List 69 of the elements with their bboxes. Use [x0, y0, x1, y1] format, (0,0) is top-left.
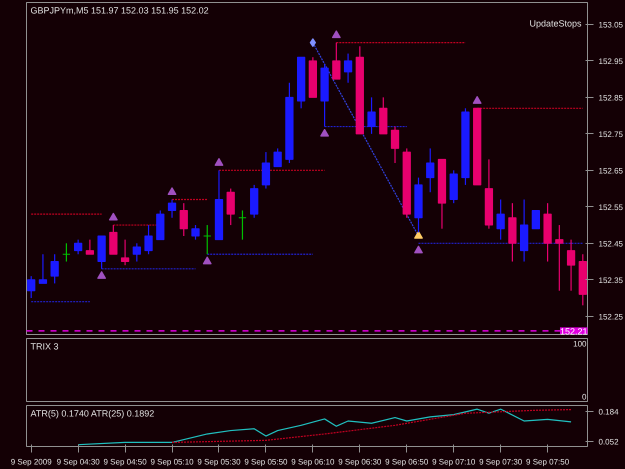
x-tick-label: 9 Sep 06:30	[338, 458, 382, 466]
x-tick-label: 9 Sep 07:10	[432, 458, 476, 466]
point	[332, 30, 341, 38]
chart-title: ATR(5) 0.1740 ATR(25) 0.1892	[30, 408, 154, 418]
point	[108, 212, 118, 221]
text: 0	[582, 392, 588, 402]
x-tick-label: 9 Sep 04:30	[56, 458, 100, 466]
candlestick	[496, 198, 505, 240]
point	[97, 271, 106, 279]
candlestick	[332, 42, 340, 80]
candlestick	[168, 198, 176, 218]
point	[414, 245, 423, 254]
candlestick	[203, 224, 212, 255]
line-series	[171, 409, 572, 443]
x-tick-label: 9 Sep 04:50	[104, 458, 148, 466]
y-tick-label: 152.25	[598, 312, 624, 322]
candlestick	[109, 224, 118, 255]
x-tick-label: 9 Sep 06:10	[291, 458, 335, 466]
point	[472, 96, 482, 104]
point	[168, 187, 177, 196]
candlestick	[86, 239, 94, 255]
candlestick	[274, 148, 282, 168]
x-tick-label: 9 Sep 07:30	[479, 458, 523, 466]
chart-title: GBPJPYm,M5 151.97 152.03 151.95 152.02	[30, 6, 209, 16]
y-tick-label: 152.65	[598, 166, 624, 176]
x-tick-label: 9 Sep 06:50	[385, 458, 429, 466]
point	[214, 158, 224, 166]
y-tick-label: 152.45	[598, 239, 624, 248]
candlestick	[262, 151, 270, 190]
candlestick	[132, 242, 141, 262]
point	[320, 128, 330, 137]
annotation: UpdateStops	[529, 18, 582, 28]
y-tick-label: 152.85	[598, 93, 624, 102]
x-tick-label: 9 Sep 07:50	[526, 458, 570, 466]
x-tick-label: 9 Sep 05:30	[197, 458, 242, 466]
x-tick-label: 9 Sep 2009	[10, 458, 52, 466]
candlestick	[367, 96, 376, 134]
candlestick	[74, 239, 82, 255]
x-tick-label: 9 Sep 05:10	[150, 458, 194, 466]
candlestick	[566, 239, 576, 292]
candlestick	[62, 242, 71, 262]
point	[310, 38, 316, 48]
y-tick-label: 0.052	[598, 437, 620, 446]
y-tick-label: 0.184	[598, 407, 620, 416]
candlestick	[38, 254, 48, 284]
candlestick	[344, 52, 352, 84]
point	[202, 256, 212, 264]
y-tick-label: 152.55	[598, 202, 624, 212]
candlestick	[390, 126, 400, 164]
text: TRIX 3	[30, 342, 59, 352]
y-tick-label: 152.35	[598, 276, 624, 285]
candlestick	[532, 210, 540, 230]
candlestick	[27, 276, 36, 299]
candlestick	[120, 239, 130, 266]
candlestick	[426, 148, 434, 193]
text: 100	[573, 340, 588, 349]
candlestick	[191, 224, 200, 240]
point	[414, 230, 423, 239]
candlestick	[180, 202, 188, 237]
x-tick-label: 9 Sep 05:50	[244, 458, 288, 466]
y-tick-label: 152.75	[598, 130, 624, 139]
y-tick-label: 152.95	[598, 56, 624, 66]
candlestick	[238, 210, 247, 240]
y-tick-label: 153.05	[598, 20, 624, 30]
candlestick	[555, 224, 564, 292]
ref-line-label: 152.21	[560, 326, 588, 336]
candlestick	[226, 188, 235, 226]
candlestick	[50, 254, 59, 284]
candlestick	[144, 224, 153, 255]
